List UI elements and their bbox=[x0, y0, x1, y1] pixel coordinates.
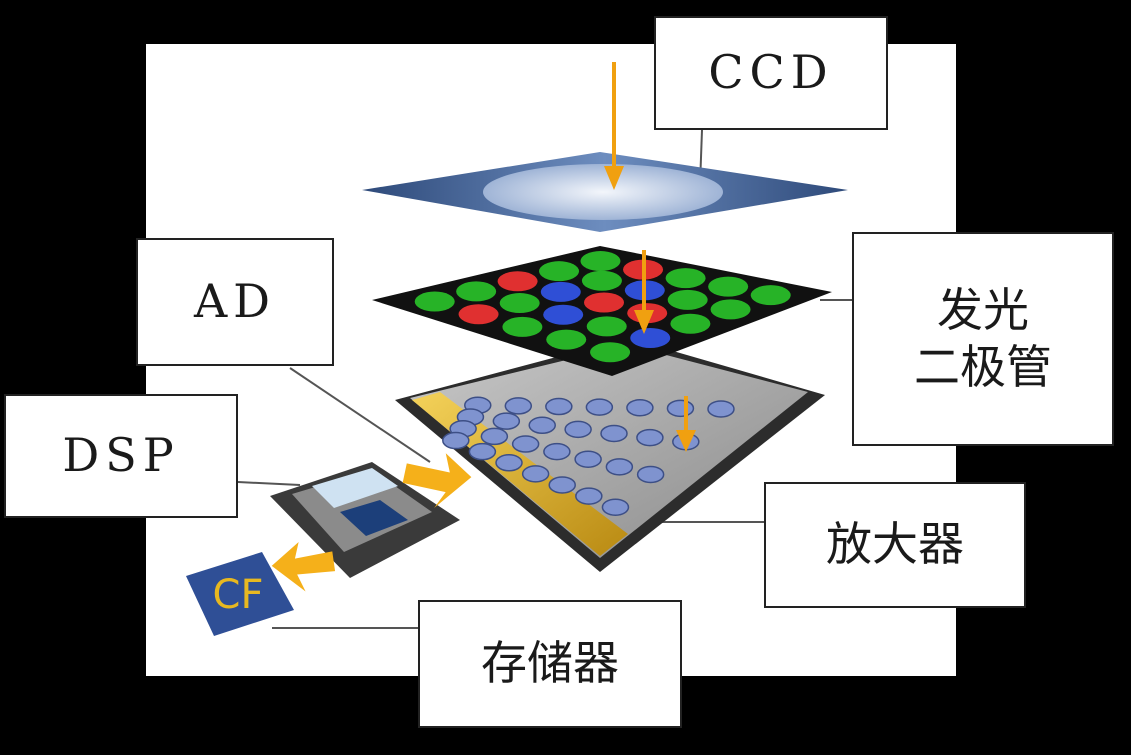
led-dot bbox=[499, 293, 540, 314]
led-dot bbox=[497, 271, 538, 292]
led-dot bbox=[590, 342, 631, 363]
led-dot bbox=[586, 316, 627, 337]
amplifier-dot bbox=[528, 416, 556, 435]
led-grid bbox=[414, 251, 791, 363]
amplifier-label-box: 放大器 bbox=[764, 482, 1026, 608]
amplifier-circuit-dots bbox=[442, 396, 735, 516]
amplifier-dot bbox=[636, 428, 664, 447]
amplifier-dot bbox=[548, 476, 576, 494]
led-dot bbox=[710, 299, 751, 320]
led-dot bbox=[546, 329, 587, 350]
amplifier-dot bbox=[564, 420, 592, 439]
led-dot bbox=[708, 276, 749, 297]
amplifier-dot bbox=[626, 398, 654, 417]
amplifier-dot bbox=[636, 465, 665, 484]
amplifier-surface bbox=[410, 345, 808, 558]
ccd-label: CCD bbox=[708, 45, 834, 100]
light-arrow-low-head bbox=[676, 430, 696, 452]
led-dot bbox=[667, 289, 708, 310]
led-dot bbox=[502, 316, 543, 337]
led-label-line1: 发光 bbox=[937, 282, 1029, 337]
led-label-box: 发光 二极管 bbox=[852, 232, 1114, 446]
amplifier-dot bbox=[605, 458, 634, 476]
dsp-label-box: DSP bbox=[4, 394, 238, 518]
led-dot bbox=[665, 268, 706, 289]
ccd-lens bbox=[483, 164, 723, 220]
amplifier-dot bbox=[521, 465, 550, 483]
amplifier-dot bbox=[601, 498, 630, 516]
light-arrow-top-head bbox=[604, 166, 624, 190]
amplifier-dot bbox=[666, 399, 695, 418]
amplifier-dot bbox=[480, 427, 509, 446]
led-label-line2: 二极管 bbox=[914, 340, 1052, 394]
ccd-label-box: CCD bbox=[654, 16, 888, 130]
amplifier-dot bbox=[511, 435, 540, 453]
amplifier-dot bbox=[575, 487, 603, 505]
cf-card bbox=[186, 552, 294, 636]
dsp-to-cf-arrow bbox=[271, 541, 336, 592]
amplifier-dot bbox=[707, 400, 735, 418]
amplifier-label: 放大器 bbox=[826, 517, 964, 572]
led-dot bbox=[539, 261, 580, 282]
led-dot bbox=[414, 291, 455, 312]
amplifier-dot bbox=[545, 397, 573, 416]
led-dot bbox=[580, 251, 621, 272]
led-dot bbox=[543, 304, 584, 325]
amplifier-dot bbox=[442, 431, 470, 450]
amplifier-dot bbox=[495, 454, 523, 472]
dsp-chip-core bbox=[340, 500, 408, 536]
amplifier-dot bbox=[468, 442, 497, 461]
led-dot bbox=[458, 304, 499, 325]
light-arrow-mid-head bbox=[634, 310, 654, 334]
led-dot bbox=[456, 281, 497, 302]
ad-leader-line bbox=[289, 367, 431, 463]
led-dot bbox=[750, 285, 791, 306]
dsp-label: DSP bbox=[62, 428, 180, 483]
led-dot bbox=[584, 292, 624, 313]
amplifier-dot bbox=[543, 442, 571, 461]
cf-card-label: CF bbox=[213, 572, 264, 618]
memory-label-box: 存储器 bbox=[418, 600, 682, 728]
ad-label: AD bbox=[193, 274, 277, 329]
ad-label-box: AD bbox=[136, 238, 334, 366]
amplifier-dot bbox=[492, 412, 521, 430]
led-dot bbox=[581, 270, 622, 291]
ad-to-dsp-arrow bbox=[402, 453, 472, 509]
memory-label: 存储器 bbox=[481, 636, 619, 691]
amplifier-dot bbox=[574, 450, 602, 468]
amplifier-dot bbox=[585, 398, 614, 416]
dsp-chip-window bbox=[312, 468, 398, 508]
amplifier-dot bbox=[504, 397, 533, 415]
dsp-leader-line bbox=[237, 481, 301, 486]
amplifier-dot bbox=[600, 424, 628, 443]
led-dot bbox=[670, 313, 711, 334]
led-dot bbox=[630, 327, 671, 348]
led-dot bbox=[540, 281, 581, 302]
